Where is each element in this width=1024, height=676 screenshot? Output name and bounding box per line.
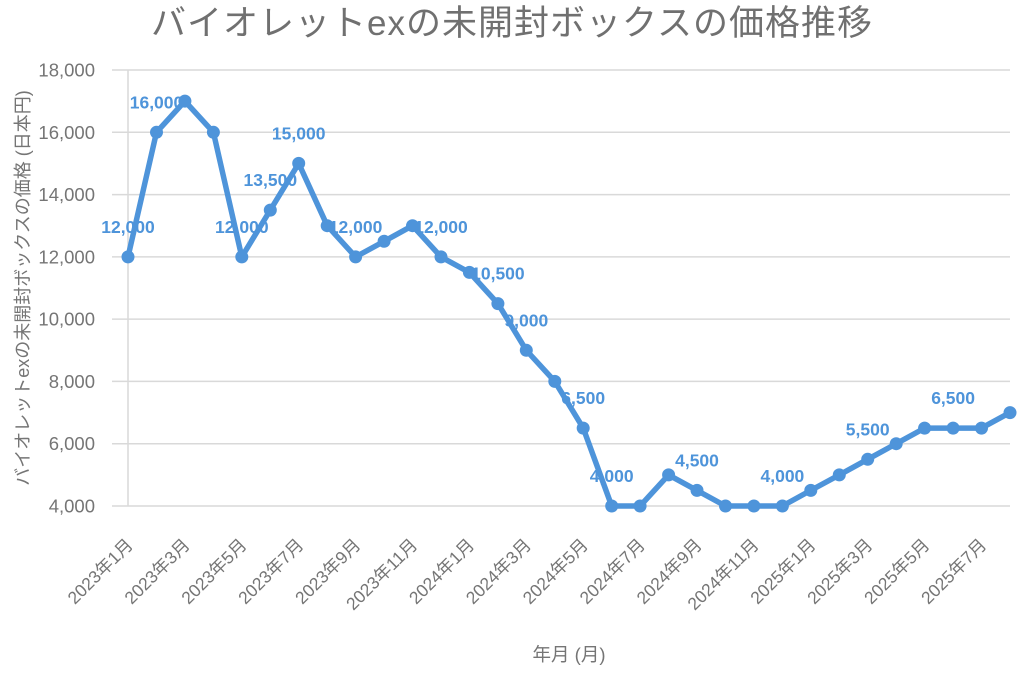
- data-point-label: 12,000: [329, 217, 383, 237]
- data-point-label: 12,000: [414, 217, 468, 237]
- data-point: [861, 452, 875, 466]
- data-point: [918, 421, 932, 435]
- data-point: [548, 374, 562, 388]
- data-point: [263, 203, 277, 217]
- data-point: [462, 265, 476, 279]
- data-point: [150, 125, 163, 139]
- data-point: [206, 125, 220, 139]
- y-tick-label: 12,000: [38, 246, 95, 267]
- data-point-label: 5,500: [846, 419, 890, 439]
- data-point: [292, 156, 306, 170]
- data-point-label: 4,000: [761, 466, 805, 486]
- data-point-label: 4,000: [590, 466, 634, 486]
- chart-title: バイオレットexの未開封ボックスの価格推移: [151, 4, 873, 43]
- data-point-label: 4,500: [675, 450, 719, 470]
- data-point: [320, 219, 334, 233]
- data-point-label: 9,000: [504, 310, 548, 330]
- y-tick-label: 16,000: [38, 122, 95, 143]
- data-point-label: 15,000: [272, 123, 326, 143]
- y-tick-label: 8,000: [49, 371, 95, 392]
- data-point: [576, 421, 590, 435]
- y-tick-label: 14,000: [38, 184, 95, 205]
- data-point: [832, 468, 846, 482]
- price-line: [125, 98, 1013, 509]
- data-point: [349, 250, 363, 264]
- data-point: [975, 421, 988, 435]
- data-point: [406, 219, 419, 233]
- data-point-label: 6,500: [931, 388, 975, 408]
- data-point-label: 12,000: [215, 217, 269, 237]
- data-point: [519, 343, 533, 357]
- data-point: [889, 437, 903, 451]
- data-point: [633, 499, 647, 513]
- y-tick-label: 6,000: [49, 433, 95, 454]
- data-point-label: 6,500: [561, 388, 605, 408]
- data-point: [178, 94, 192, 108]
- data-point: [775, 499, 789, 513]
- data-point: [121, 250, 135, 264]
- data-point: [747, 499, 761, 513]
- y-tick-label: 4,000: [49, 496, 95, 517]
- data-point: [605, 499, 619, 513]
- data-point: [690, 483, 704, 497]
- data-point-label: 12,000: [101, 217, 155, 237]
- x-axis-title: 年月 (月): [532, 644, 606, 665]
- data-point: [1003, 406, 1017, 420]
- data-point: [719, 499, 732, 513]
- data-point: [662, 468, 676, 482]
- data-point: [235, 250, 249, 264]
- data-point-label: 10,500: [471, 264, 525, 284]
- y-tick-label: 18,000: [38, 60, 95, 81]
- data-point: [434, 250, 448, 264]
- y-tick-label: 10,000: [38, 309, 95, 330]
- data-point: [491, 297, 505, 311]
- data-point-label: 16,000: [130, 92, 184, 112]
- data-point-label: 13,500: [244, 170, 298, 190]
- data-point: [804, 483, 818, 497]
- data-point: [946, 421, 960, 435]
- data-point: [377, 234, 391, 248]
